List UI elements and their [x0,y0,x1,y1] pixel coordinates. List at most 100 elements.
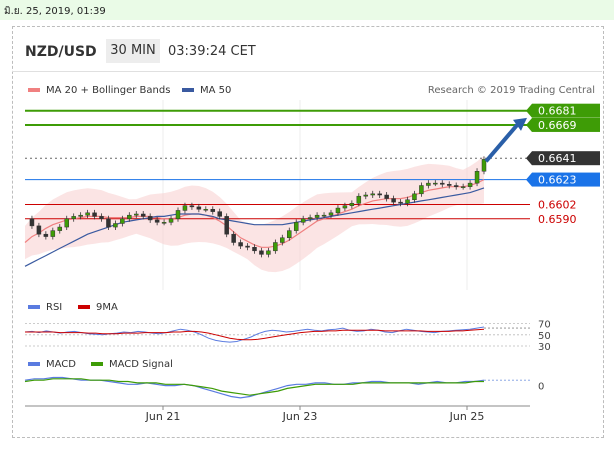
candle [426,182,431,186]
candle [210,209,216,212]
candle [92,212,97,217]
rsi9ma-legend-label: 9MA [96,302,118,313]
candle [238,242,243,247]
candle [154,219,160,223]
candle [78,214,83,217]
candle [36,225,42,235]
level-tag-pointer [526,172,532,187]
level-label-0-6590: 0.6590 [538,213,577,226]
candle [273,242,278,252]
candle [189,205,195,208]
candle [224,216,229,235]
candle [481,159,487,172]
bollinger-band [25,155,484,273]
candle [328,212,334,216]
rsi-tick-label: 30 [538,342,551,353]
candle [50,230,56,237]
candle [147,216,153,221]
candle [120,218,125,224]
candle [433,182,438,185]
timestamp-bar: มิ.ย. 25, 2019, 01:39 [0,0,614,20]
macd-legend-label: MACD [46,359,76,370]
candle [349,203,355,206]
candle [314,214,320,218]
candle [280,237,285,243]
candle [161,222,167,224]
candle [245,245,250,248]
research-credit: Research © 2019 Trading Central [428,85,595,96]
candle [474,171,480,184]
candle [175,210,181,219]
macd-signal-legend-swatch [91,362,103,366]
macd-panel: 0 [24,376,544,399]
rsi-tick-label: 50 [538,331,551,342]
candle [140,213,146,217]
candle [453,185,459,187]
candle [440,182,445,185]
level-tag-pointer [526,151,532,166]
x-axis-ticks: Jun 21 Jun 23 Jun 25 [145,406,485,423]
rsi-legend-label: RSI [46,302,62,313]
ma50-legend-label: MA 50 [200,85,231,96]
level-label-0-6623: 0.6623 [538,174,577,187]
candle [106,218,111,228]
x-tick-label: Jun 21 [145,410,181,423]
candle [419,185,424,195]
header-divider [12,71,602,72]
timeframe-badge[interactable]: 30 MIN [106,39,160,63]
candle [398,201,403,204]
candle [363,194,369,197]
level-tag-pointer [526,117,532,132]
candle [307,217,313,219]
candle [259,250,264,255]
currency-pair: NZD/USD [25,44,97,60]
level-tag-0-6681 [532,103,600,118]
candle [287,230,292,238]
candle [29,218,35,227]
candle [85,212,90,216]
level-tag-pointer [526,103,532,118]
x-tick-label: Jun 25 [449,410,485,423]
candle [168,218,174,223]
candle [342,205,348,209]
rsi-legend-swatch [28,305,40,309]
candle [377,193,382,196]
candle [127,214,132,219]
candle [293,222,299,231]
rsi9ma-legend-swatch [78,305,90,309]
forecast-arrow [484,121,521,163]
level-tag-0-6641 [532,151,600,166]
macd-legend-swatch [28,362,40,366]
candle [182,205,188,211]
candle [43,233,49,237]
x-tick-label: Jun 23 [282,410,318,423]
candle [64,218,69,228]
candle [252,247,257,252]
macd-series-macd-signal [24,378,484,396]
candle [405,199,410,204]
level-label-0-6681: 0.6681 [538,105,577,118]
ma20-legend-label: MA 20 + Bollinger Bands [46,85,170,96]
candle [391,198,396,203]
candle [467,182,473,187]
candle [57,226,63,231]
candle [217,211,222,217]
macd-signal-legend-label: MACD Signal [109,359,173,370]
rsi-series-rsi [24,326,485,343]
candle [412,193,417,200]
level-label-0-6602: 0.6602 [538,199,577,212]
candle [203,209,209,211]
candle [460,186,466,188]
candle [446,184,452,186]
candle [266,250,271,255]
candle [231,233,236,243]
header-time: 03:39:24 CET [168,44,256,59]
forecast-arrowhead [513,117,527,131]
candle [99,216,104,219]
candle [113,223,118,228]
level-label-0-6669: 0.6669 [538,119,577,132]
timestamp: มิ.ย. 25, 2019, 01:39 [4,6,106,17]
